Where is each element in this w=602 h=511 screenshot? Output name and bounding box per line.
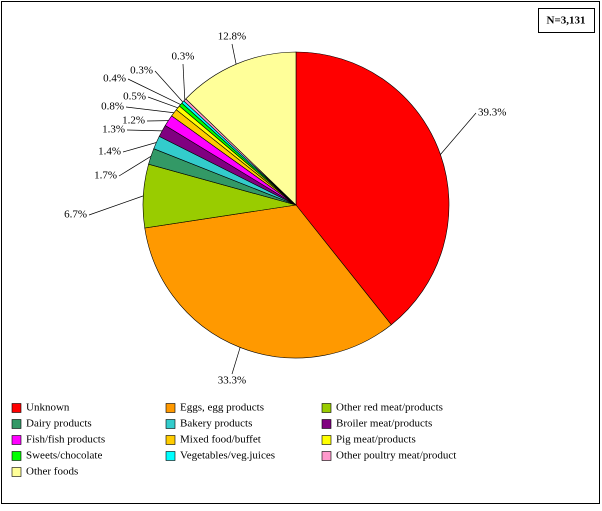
legend-label: Eggs, egg products (180, 402, 264, 414)
legend-swatch (12, 404, 21, 413)
legend-swatch (322, 404, 331, 413)
data-label: 0.4% (103, 73, 126, 85)
legend-label: Vegetables/veg.juices (180, 450, 275, 462)
data-label: 0.3% (172, 51, 195, 63)
legend-swatch (12, 468, 21, 477)
data-label: 33.3% (218, 375, 246, 387)
legend-swatch (12, 452, 21, 461)
legend-swatch (166, 436, 175, 445)
data-label: 1.7% (94, 170, 117, 182)
legend-label: Dairy products (26, 418, 92, 430)
legend-label: Other poultry meat/product (336, 450, 456, 462)
legend-swatch (166, 420, 175, 429)
legend-swatch (12, 420, 21, 429)
legend-swatch (322, 452, 331, 461)
data-label: 0.5% (123, 91, 146, 103)
data-label: 12.8% (218, 31, 246, 43)
legend-swatch (166, 452, 175, 461)
annotation: N=3,131 (547, 15, 586, 27)
legend-label: Other red meat/products (336, 402, 443, 414)
legend-label: Fish/fish products (26, 434, 105, 446)
legend-label: Bakery products (180, 418, 252, 430)
legend-swatch (166, 404, 175, 413)
legend-label: Pig meat/products (336, 434, 416, 446)
data-label: 0.3% (130, 65, 153, 77)
data-label: 39.3% (478, 107, 506, 119)
data-label: 1.2% (122, 115, 145, 127)
data-label: 1.4% (98, 146, 121, 158)
legend-label: Mixed food/buffet (180, 434, 261, 446)
legend-label: Broiler meat/products (336, 418, 432, 430)
legend-swatch (322, 420, 331, 429)
legend-swatch (322, 436, 331, 445)
data-label: 0.8% (101, 101, 124, 113)
data-label: 6.7% (64, 209, 87, 221)
legend-swatch (12, 436, 21, 445)
legend-label: Other foods (26, 466, 78, 478)
legend-label: Sweets/chocolate (26, 450, 102, 462)
legend-label: Unknown (26, 402, 70, 414)
